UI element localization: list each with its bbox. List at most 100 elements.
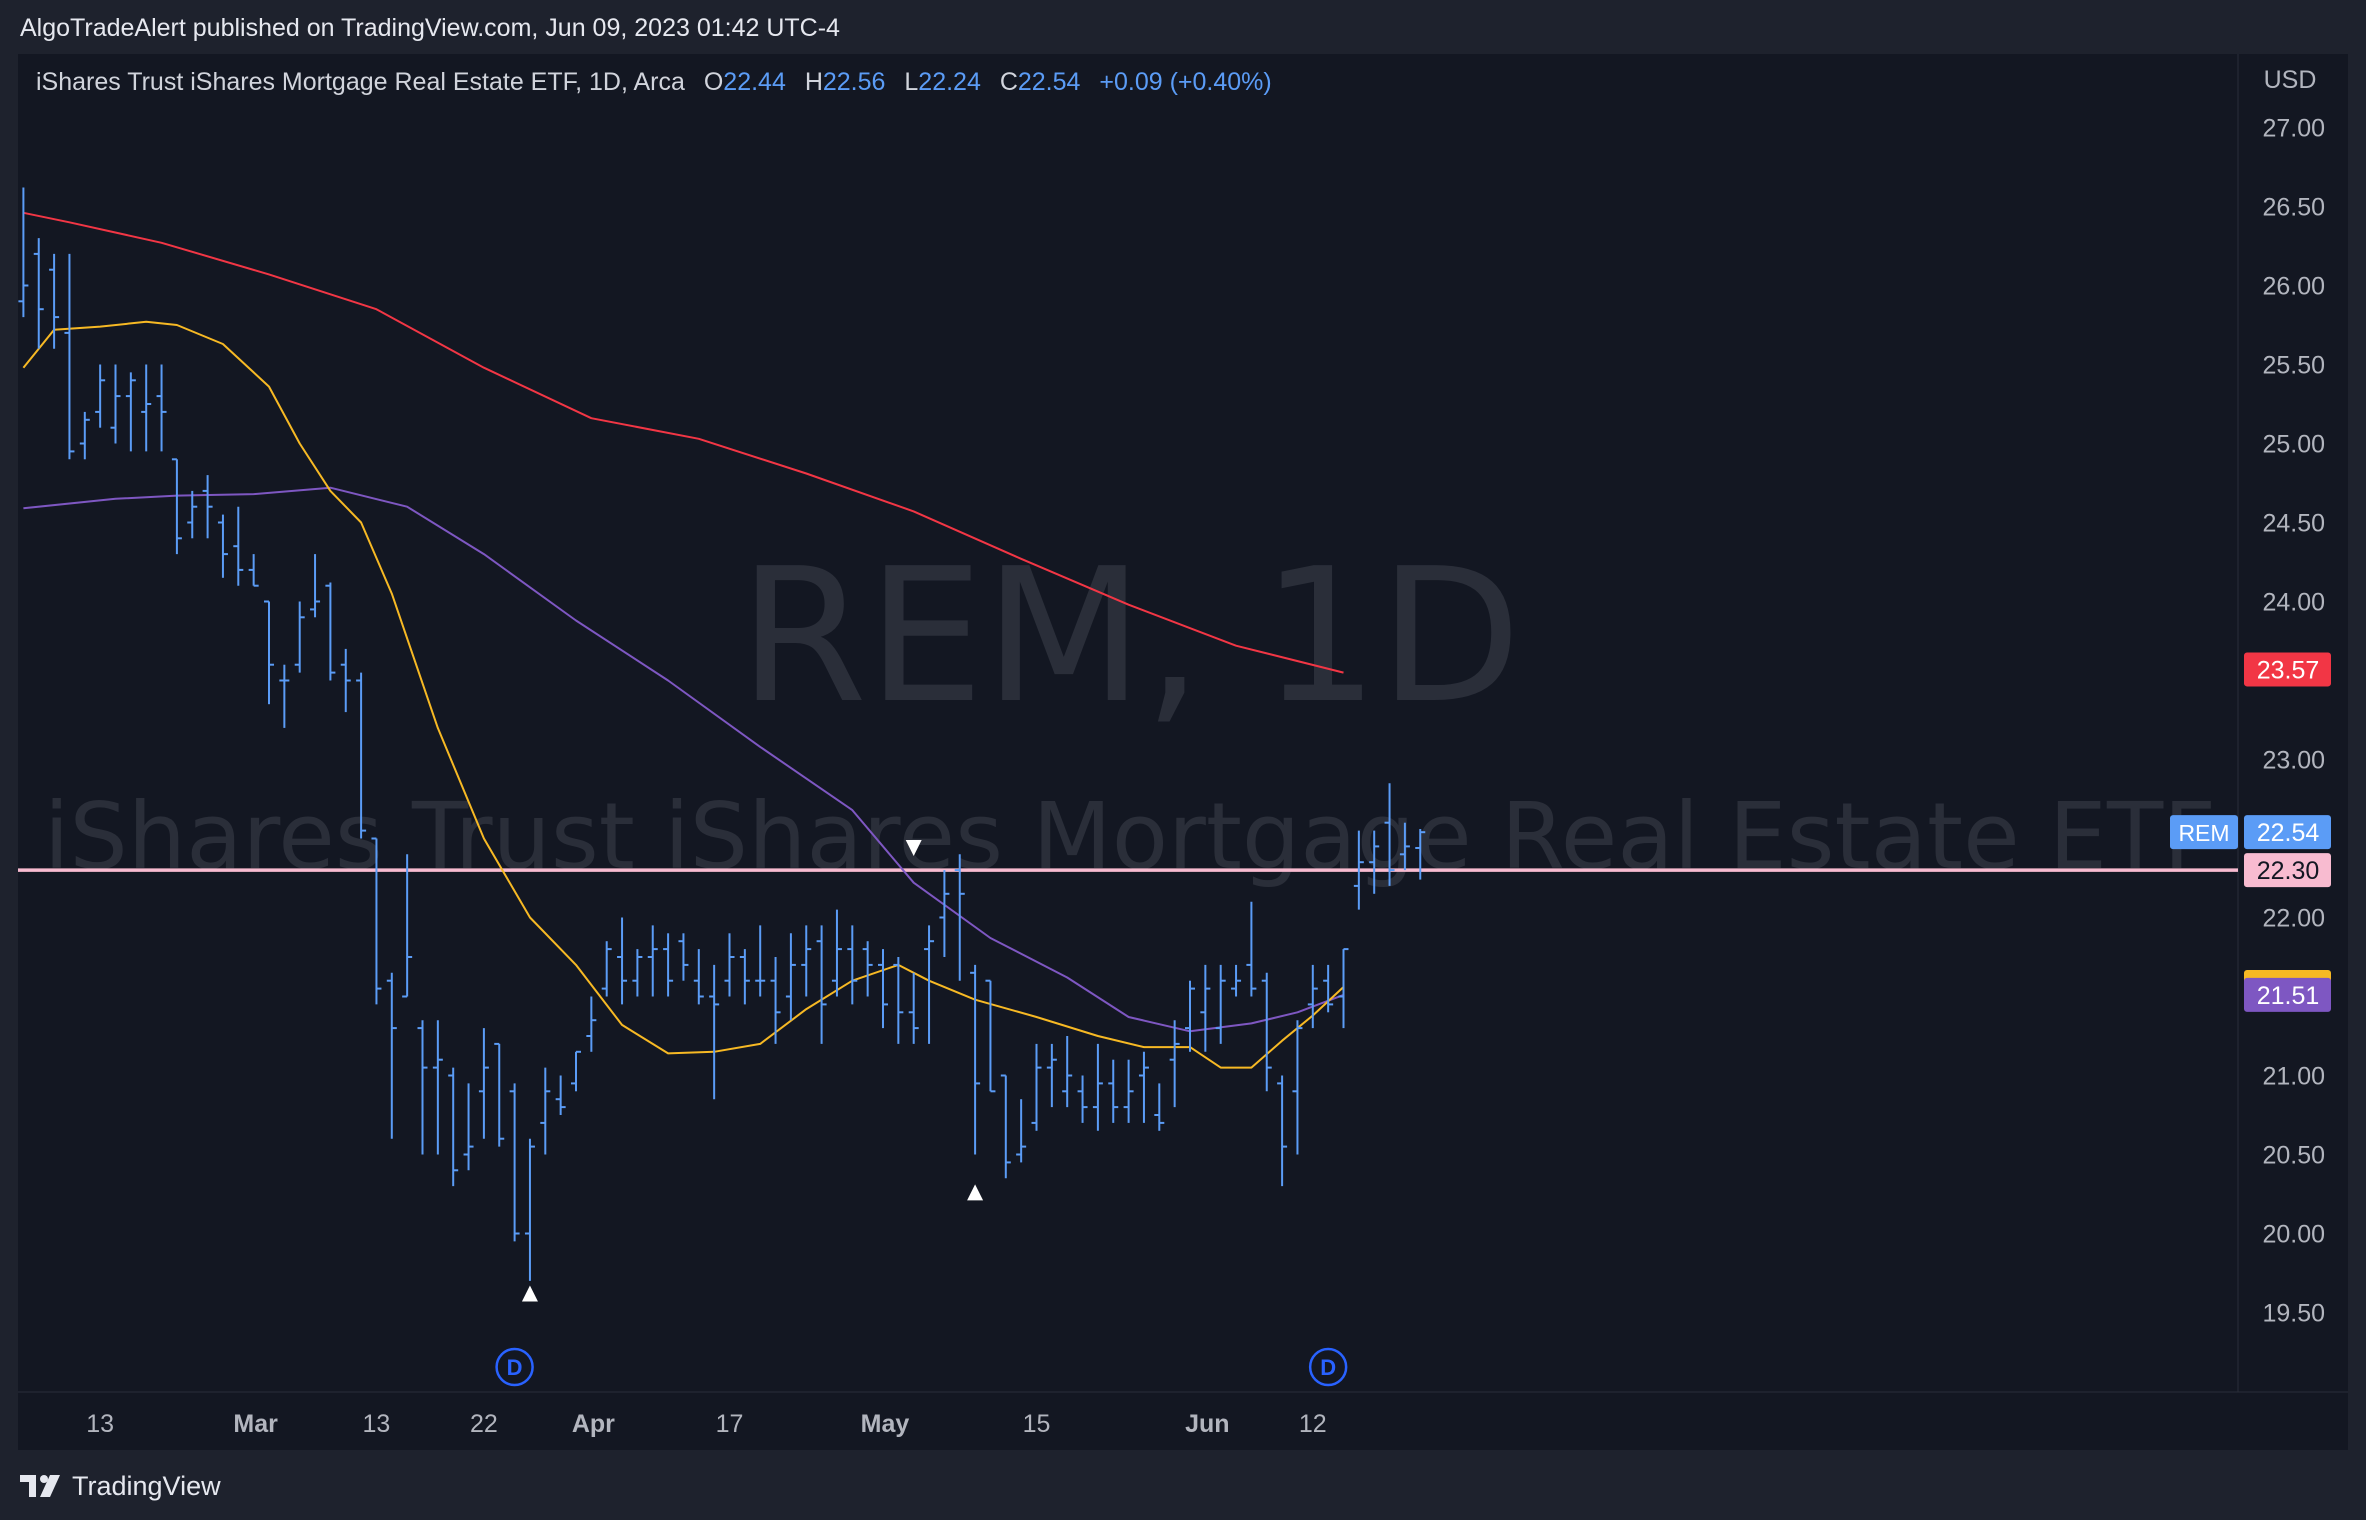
ohlc-bar [1338, 948, 1349, 1029]
ohlc-bar [1323, 964, 1334, 1013]
ohlc-bar [924, 925, 935, 1044]
ohlc-bar [1185, 980, 1195, 1052]
legend-open-value: 22.44 [723, 68, 786, 96]
legend-low-label: L [904, 68, 919, 96]
price-label-text: 21.51 [2257, 982, 2320, 1010]
ohlc-bar [709, 964, 720, 1100]
legend-low-value: 22.24 [918, 68, 981, 96]
time-tick-label: Jun [1185, 1410, 1229, 1438]
ohlc-bar [1231, 964, 1242, 997]
price-label-box [2244, 652, 2331, 687]
ohlc-bar [310, 554, 321, 618]
legend-high-label: H [804, 68, 823, 96]
ohlc-bar [693, 949, 704, 1005]
ohlc-bar [325, 582, 336, 681]
ohlc-bar [141, 364, 152, 452]
ohlc-bar [647, 925, 658, 997]
price-tick-label: 25.00 [2262, 431, 2325, 459]
price-tick-label: 27.00 [2262, 115, 2325, 143]
ohlc-bar [264, 600, 274, 705]
price-chart[interactable]: REM, 1D iShares Trust iShares Mortgage R… [0, 0, 2366, 1460]
price-tick-label: 20.00 [2262, 1221, 2325, 1249]
ohlc-bar [970, 964, 981, 1155]
ohlc-bar [1292, 1020, 1303, 1155]
ohlc-bar [402, 854, 413, 998]
time-tick-label: May [861, 1410, 910, 1438]
currency-label: USD [2264, 66, 2317, 94]
ohlc-bar [1154, 1083, 1165, 1131]
ohlc-bar [202, 475, 213, 539]
ohlc-bar [509, 1083, 520, 1242]
price-label-box [2244, 853, 2331, 888]
price-tick-label: 24.50 [2262, 510, 2325, 538]
ma-line-red [23, 211, 1344, 674]
ohlc-bar [954, 854, 965, 981]
ohlc-bar [494, 1042, 505, 1147]
ohlc-bar [678, 933, 689, 981]
ohlc-bar [524, 1138, 535, 1281]
ohlc-bar [586, 996, 597, 1052]
ohlc-bar [1415, 829, 1426, 880]
buy-signal-marker [521, 1285, 538, 1302]
legend-high-value: 22.56 [822, 68, 886, 96]
ohlc-bar [18, 187, 29, 318]
watermark-name: iShares Trust iShares Mortgage Real Esta… [44, 783, 2216, 890]
price-label: 21.51 [2244, 977, 2331, 1012]
ohlc-bar [386, 972, 397, 1139]
dividend-marker-label: D [507, 1355, 523, 1380]
ohlc-bar [125, 372, 136, 452]
ohlc-bar [1046, 1043, 1057, 1108]
ohlc-bar [463, 1083, 474, 1171]
ohlc-bar [985, 979, 996, 1093]
dividend-marker: D [495, 1347, 534, 1387]
ohlc-bar [663, 933, 674, 997]
ohlc-bar [617, 917, 628, 1005]
dividend-marker-circle [495, 1347, 534, 1387]
time-tick-label: 12 [1299, 1410, 1327, 1438]
ohlc-bar [801, 925, 812, 997]
ohlc-bar [555, 1075, 566, 1115]
price-tick-label: 19.50 [2262, 1300, 2325, 1328]
time-axis[interactable]: 13 Mar 13 22 Apr 17 May 15 Jun 12 [86, 1410, 1326, 1438]
price-tick-label: 25.50 [2262, 352, 2325, 380]
ohlc-bar [724, 933, 735, 997]
axis-separators [18, 54, 2348, 1393]
price-tick-label: 26.00 [2262, 273, 2325, 301]
price-tick-label: 23.00 [2262, 747, 2325, 775]
price-tick-label: 21.00 [2262, 1063, 2325, 1091]
price-tick-label: 26.50 [2262, 194, 2325, 222]
ohlc-bars[interactable] [18, 187, 1426, 1281]
ohlc-bar [371, 837, 382, 1005]
footer-brand[interactable]: TradingView [72, 1470, 221, 1501]
ohlc-bar [878, 949, 888, 1029]
ohlc-bar [1353, 830, 1364, 910]
ohlc-bar [1092, 1043, 1103, 1131]
ohlc-bar [1261, 972, 1272, 1092]
time-tick-label: 13 [363, 1410, 391, 1438]
watermark-symbol: REM, 1D [739, 528, 1522, 744]
ohlc-bar [356, 672, 367, 839]
legend-close-value: 22.54 [1017, 68, 1081, 96]
price-label-text: 22.54 [2257, 819, 2320, 847]
dividend-marker: D [1308, 1347, 1348, 1387]
ohlc-bar [478, 1028, 489, 1139]
dividend-marker-label: D [1320, 1355, 1336, 1380]
time-tick-label: Apr [572, 1410, 615, 1438]
ohlc-bar [187, 490, 198, 539]
time-tick-label: 15 [1023, 1410, 1051, 1438]
ohlc-bar [33, 238, 44, 349]
sell-signal-marker [905, 839, 922, 856]
symbol-label-text: REM [2178, 820, 2229, 846]
ohlc-bar [893, 957, 904, 1044]
price-tick-label: 24.00 [2262, 589, 2325, 617]
ohlc-bar [632, 949, 643, 997]
legend-open-label: O [703, 68, 724, 96]
ohlc-bar [432, 1020, 443, 1155]
ohlc-bar [601, 941, 612, 997]
price-label-text: 22.30 [2257, 857, 2320, 885]
ohlc-bar [248, 554, 259, 587]
ohlc-bar [279, 664, 290, 728]
ohlc-bar [1399, 822, 1410, 871]
